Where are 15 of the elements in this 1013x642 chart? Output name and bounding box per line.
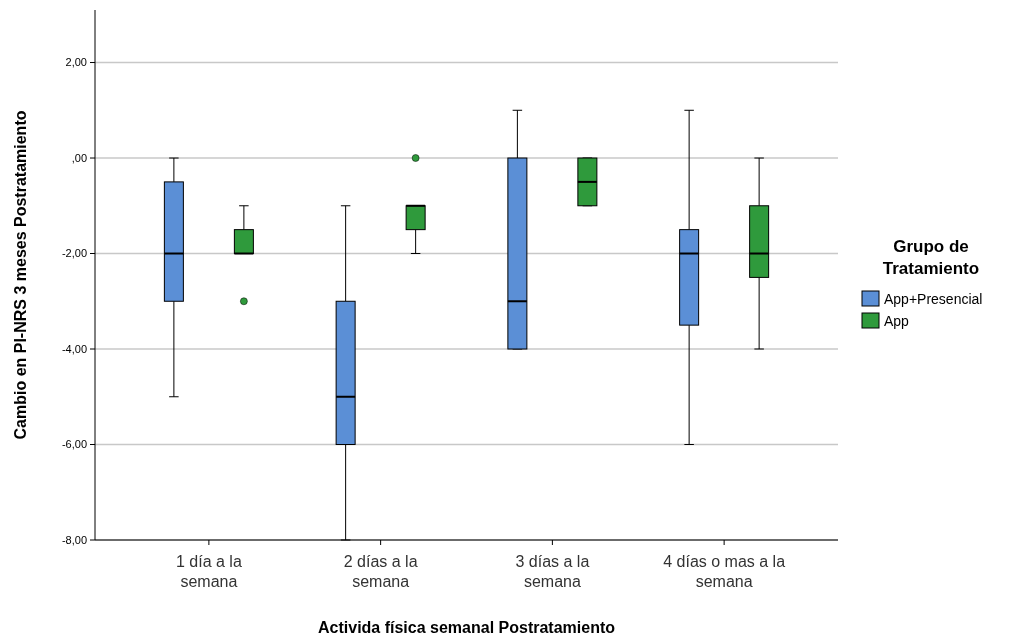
y-axis-title: Cambio en PI-NRS 3 meses Postratamiento	[12, 110, 29, 440]
y-tick-label: ,00	[71, 151, 87, 164]
legend-label: App	[884, 312, 910, 329]
legend-label: App+Presencial	[884, 290, 983, 307]
y-tick-label: -6,00	[61, 438, 87, 451]
y-tick-label: -8,00	[61, 533, 87, 546]
x-tick-label: 4 días o mas a la semana	[663, 553, 786, 590]
legend-title: Grupo de Tratamiento	[882, 237, 980, 278]
y-tick-label: -2,00	[61, 247, 87, 260]
x-tick-label: 2 días a la semana	[343, 553, 418, 590]
x-tick-label: 3 días a la semana	[515, 553, 590, 590]
x-axis-title: Activida física semanal Postratamiento	[318, 619, 616, 636]
y-tick-label: -4,00	[61, 342, 87, 355]
x-tick-label: 1 día a la semana	[175, 553, 242, 590]
y-tick-label: 2,00	[65, 56, 87, 69]
